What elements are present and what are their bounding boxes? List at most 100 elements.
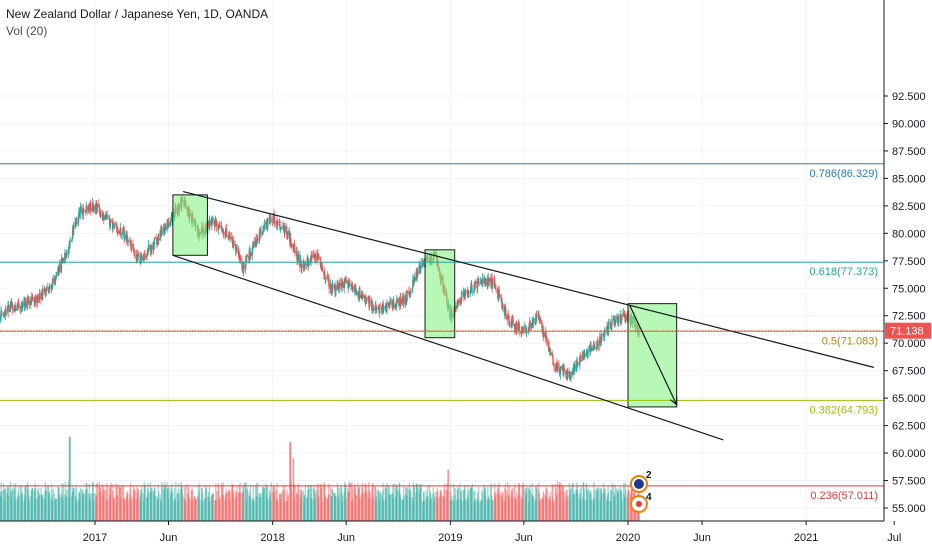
volume-bar bbox=[497, 484, 499, 521]
volume-bar bbox=[4, 488, 7, 521]
volume-bar bbox=[538, 493, 541, 521]
volume-bar bbox=[140, 490, 142, 521]
candle-body bbox=[17, 301, 19, 307]
volume-bar bbox=[286, 489, 288, 521]
candle-body bbox=[468, 292, 470, 294]
candle-body bbox=[491, 277, 493, 288]
candle-body bbox=[105, 218, 107, 220]
volume-bar bbox=[429, 491, 432, 521]
volume-bar bbox=[369, 491, 371, 521]
fib-label-0.786: 0.786(86.329) bbox=[810, 168, 879, 180]
candle-body bbox=[413, 276, 416, 283]
volume-bar bbox=[252, 498, 254, 521]
candle-body bbox=[531, 322, 534, 324]
candle-body bbox=[260, 229, 262, 234]
volume-bar bbox=[399, 483, 401, 521]
volume-bar bbox=[519, 494, 521, 521]
volume-bar bbox=[425, 496, 428, 521]
candle-body bbox=[585, 353, 587, 355]
candle-body bbox=[502, 304, 504, 307]
volume-bar bbox=[484, 487, 487, 521]
candle-body bbox=[160, 229, 163, 234]
volume-bar bbox=[215, 499, 217, 521]
candle-body bbox=[413, 282, 415, 285]
volume-bar bbox=[111, 491, 114, 521]
candle-body bbox=[137, 256, 139, 260]
candle-body bbox=[379, 305, 381, 307]
volume-bar bbox=[276, 482, 278, 521]
candle-body bbox=[166, 223, 168, 231]
volume-bar bbox=[449, 491, 451, 521]
volume-bar bbox=[62, 499, 64, 521]
volume-bar bbox=[79, 487, 82, 521]
volume-bar bbox=[275, 489, 277, 521]
volume-bar bbox=[453, 484, 455, 521]
candle-body bbox=[317, 254, 320, 259]
volume-bar bbox=[597, 487, 600, 521]
candle-body bbox=[522, 328, 525, 333]
volume-bar bbox=[147, 493, 150, 521]
volume-bar bbox=[26, 481, 29, 521]
volume-bar bbox=[103, 489, 105, 521]
volume-bar bbox=[582, 482, 584, 521]
candle-body bbox=[49, 286, 51, 288]
volume-bar bbox=[23, 501, 25, 521]
candle-body bbox=[555, 368, 557, 372]
candle-body bbox=[209, 220, 211, 226]
volume-bar bbox=[481, 490, 483, 521]
volume-bar bbox=[112, 483, 114, 521]
candle-body bbox=[89, 203, 92, 212]
candle-body bbox=[3, 311, 6, 316]
candle-body bbox=[115, 223, 118, 227]
candle-body bbox=[405, 300, 408, 303]
volume-bar bbox=[361, 482, 363, 521]
volume-bar bbox=[413, 485, 416, 521]
volume-bar bbox=[368, 488, 370, 521]
volume-bar bbox=[178, 492, 180, 521]
volume-bar bbox=[525, 492, 527, 521]
volume-bar bbox=[96, 482, 99, 521]
volume-bar bbox=[132, 496, 134, 521]
volume-bar bbox=[221, 485, 223, 521]
candle-body bbox=[158, 238, 160, 241]
symbol-title[interactable]: New Zealand Dollar / Japanese Yen, 1D, O… bbox=[6, 7, 269, 21]
candle-body bbox=[61, 259, 63, 260]
volume-bar bbox=[163, 489, 165, 521]
volume-bar bbox=[626, 497, 628, 521]
volume-bar bbox=[4, 488, 6, 521]
volume-bar bbox=[127, 500, 129, 521]
volume-bar bbox=[72, 491, 74, 521]
candle-body bbox=[224, 232, 227, 236]
volume-bar bbox=[267, 499, 269, 521]
volume-bar bbox=[319, 483, 322, 521]
volume-bar bbox=[293, 484, 295, 521]
volume-bar bbox=[531, 495, 534, 521]
volume-bar bbox=[160, 499, 162, 521]
volume-indicator-label[interactable]: Vol (20) bbox=[6, 24, 48, 38]
volume-bar bbox=[422, 492, 425, 521]
volume-bar bbox=[450, 483, 452, 521]
candle-body bbox=[326, 276, 328, 279]
volume-bar bbox=[331, 489, 334, 521]
candle-body bbox=[120, 227, 122, 234]
volume-bar bbox=[371, 488, 373, 521]
volume-bar bbox=[492, 500, 494, 521]
volume-bar bbox=[355, 494, 357, 521]
volume-bar bbox=[300, 488, 303, 521]
volume-bar bbox=[531, 483, 533, 521]
volume-bar bbox=[287, 494, 289, 521]
volume-bar bbox=[178, 483, 180, 521]
candle-body bbox=[76, 223, 78, 225]
volume-bar bbox=[579, 488, 581, 521]
volume-bar bbox=[297, 485, 299, 521]
volume-bar bbox=[327, 494, 329, 521]
volume-bar bbox=[85, 495, 87, 521]
candle-body bbox=[40, 296, 43, 300]
volume-bar bbox=[389, 494, 391, 521]
candle-body bbox=[11, 303, 13, 310]
candle-body bbox=[117, 229, 119, 234]
flag-icon bbox=[633, 479, 644, 489]
volume-bar bbox=[392, 484, 394, 521]
volume-bar bbox=[81, 489, 84, 521]
